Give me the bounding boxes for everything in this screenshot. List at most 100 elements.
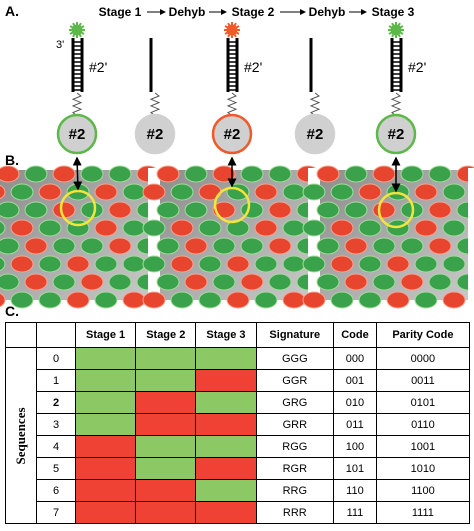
bead-dot xyxy=(330,291,354,309)
probe-label: #2' xyxy=(244,59,262,75)
bead-dot xyxy=(198,219,222,237)
bead xyxy=(56,113,98,155)
bead-dot xyxy=(372,165,396,183)
row-index: 5 xyxy=(36,457,76,480)
row-index: 1 xyxy=(36,369,76,392)
table-row: 4 RGG 100 1001 xyxy=(6,435,471,458)
bead-dot xyxy=(428,201,452,219)
stage-cell xyxy=(195,413,257,436)
bead-dot xyxy=(94,255,118,273)
column-header: Parity Code xyxy=(375,322,471,348)
bead-dot xyxy=(282,291,306,309)
bead-dot xyxy=(198,291,222,309)
bead-dot xyxy=(80,237,104,255)
bead-dot xyxy=(282,219,306,237)
bead-dot xyxy=(212,273,236,291)
table-row: 6 RRG 110 1100 xyxy=(6,479,471,502)
bead-dot xyxy=(170,219,194,237)
dye-core xyxy=(390,24,402,36)
column-header: Code xyxy=(333,322,377,348)
bead-dot xyxy=(414,291,438,309)
axis-label: Sequences xyxy=(13,406,28,465)
stage-cell xyxy=(74,435,137,458)
bead-dot xyxy=(94,291,118,309)
table-cell: 000 xyxy=(333,347,377,370)
bead-dot xyxy=(24,237,48,255)
bead-dot xyxy=(0,273,20,291)
bead-dot xyxy=(414,255,438,273)
bead-dot xyxy=(142,291,166,309)
bead-dot xyxy=(428,273,452,291)
table-cell: 0110 xyxy=(375,413,471,436)
bead-dot xyxy=(198,255,222,273)
bead-label: #2 xyxy=(224,126,241,143)
stage-cell xyxy=(74,369,137,392)
table-cell: RGG xyxy=(255,435,335,458)
bead-dot xyxy=(108,165,132,183)
bead xyxy=(375,113,417,155)
bead-dot xyxy=(302,291,326,309)
table-row: Sequences 0 GGG 000 0000 xyxy=(5,347,471,524)
column-header: Signature xyxy=(255,322,335,348)
bead-dot xyxy=(268,165,292,183)
bead-dot xyxy=(400,165,424,183)
bead-dot xyxy=(282,183,306,201)
stage-cell xyxy=(74,457,137,480)
bead-dot xyxy=(0,220,6,236)
bead-label: #2 xyxy=(388,126,405,143)
bead-dot xyxy=(428,237,452,255)
linker xyxy=(390,92,402,117)
bead-dot xyxy=(330,219,354,237)
stage-label: Stage 1 xyxy=(99,5,142,19)
highlight xyxy=(59,189,97,227)
table-cell: GRG xyxy=(255,391,335,414)
bead-dot xyxy=(414,219,438,237)
bead-array-image xyxy=(302,165,474,309)
bead-dot xyxy=(344,237,368,255)
bead-dot xyxy=(316,273,340,291)
bead-dot xyxy=(170,255,194,273)
bead-dot xyxy=(184,237,208,255)
corner xyxy=(5,322,37,348)
bead-dot xyxy=(170,291,194,309)
table-row: 1 GGR 001 0011 xyxy=(6,369,471,392)
bead-dot xyxy=(358,255,382,273)
bead-dot xyxy=(52,165,76,183)
bead-dot xyxy=(156,165,180,183)
bead-label: #2 xyxy=(307,126,324,143)
bead-dot xyxy=(254,291,278,309)
stage-cell xyxy=(135,369,197,392)
bead-dot xyxy=(302,255,326,273)
bead-dot xyxy=(268,201,292,219)
bead-dot xyxy=(94,183,118,201)
bead-dot xyxy=(52,237,76,255)
bead-dot xyxy=(80,165,104,183)
code-table: Stage 1 Stage 2 Stage 3 Signature Code Parity… xyxy=(5,322,471,524)
stage-cell xyxy=(135,457,197,480)
bead-dot xyxy=(226,291,250,309)
table-row: 2 GRG 010 0101 xyxy=(6,391,471,414)
bead-dot xyxy=(10,219,34,237)
row-index: 4 xyxy=(36,435,76,458)
bead-dot xyxy=(302,183,326,201)
bead-dot xyxy=(38,219,62,237)
bead-dot xyxy=(108,201,132,219)
table-cell: 011 xyxy=(333,413,377,436)
bead-dot xyxy=(122,291,146,309)
table-cell: 010 xyxy=(333,391,377,414)
table-cell: 1111 xyxy=(375,501,471,524)
bead-dot xyxy=(268,273,292,291)
bead-dot xyxy=(122,255,146,273)
bead-dot xyxy=(170,183,194,201)
table-cell: 110 xyxy=(333,479,377,502)
highlight xyxy=(377,191,415,229)
bead-dot xyxy=(66,291,90,309)
bead-dot xyxy=(10,183,34,201)
table-cell: 100 xyxy=(333,435,377,458)
column-header: Stage 1 xyxy=(74,322,137,348)
bead-dot xyxy=(400,237,424,255)
end-label: 3' xyxy=(56,39,64,51)
bead-dot xyxy=(108,237,132,255)
bead-dot xyxy=(372,237,396,255)
clip xyxy=(468,168,474,302)
